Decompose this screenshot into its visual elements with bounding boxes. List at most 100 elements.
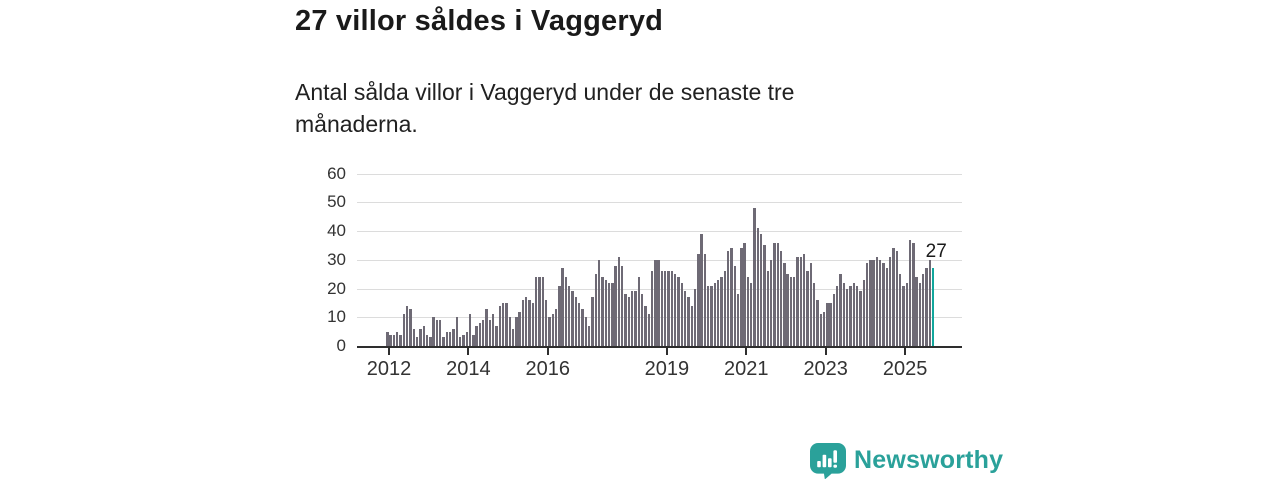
bar: [604, 279, 607, 346]
x-axis-tick: [904, 348, 907, 355]
bar: [723, 271, 726, 346]
bar: [869, 259, 872, 346]
bar: [750, 282, 753, 346]
bar: [822, 311, 826, 346]
bar: [852, 282, 855, 346]
bar: [769, 259, 773, 346]
bar: [640, 294, 644, 346]
bar: [872, 259, 875, 346]
bar: [518, 311, 521, 346]
bar: [836, 285, 839, 346]
bar: [439, 320, 442, 346]
bar: [389, 334, 392, 346]
bar: [578, 302, 581, 346]
bar: [587, 325, 591, 346]
bar: [842, 282, 846, 346]
y-axis-tick-label: 30: [327, 249, 346, 269]
bar: [538, 277, 541, 346]
bar: [535, 277, 538, 346]
bar: [627, 297, 631, 346]
bar: [386, 331, 389, 346]
bar: [528, 300, 531, 346]
y-axis-tick-label: 60: [327, 163, 346, 183]
bar: [558, 285, 561, 346]
bar: [402, 314, 406, 346]
bar: [492, 314, 495, 346]
bar: [789, 277, 793, 346]
bar: [396, 331, 399, 346]
bar: [647, 314, 650, 346]
bar: [581, 308, 584, 346]
bar: [584, 317, 588, 346]
bar: [898, 274, 902, 346]
bar: [819, 314, 822, 346]
bar: [564, 277, 568, 346]
bar: [779, 251, 783, 346]
bar: [716, 279, 720, 346]
bar: [683, 291, 687, 346]
y-axis-tick-label: 0: [336, 336, 346, 355]
bar: [812, 282, 816, 346]
bar: [670, 271, 674, 346]
bar: [928, 259, 932, 346]
bar: [409, 308, 412, 346]
bar: [458, 337, 462, 346]
bar: [548, 317, 551, 346]
brand-name: Newsworthy: [854, 446, 1004, 474]
bar: [918, 282, 922, 346]
bar: [515, 317, 518, 346]
bar: [710, 285, 713, 346]
bar: [680, 282, 683, 346]
x-axis-tick: [546, 348, 549, 355]
x-axis-tick: [665, 348, 668, 355]
chart-title: 27 villor såldes i Vaggeryd: [295, 5, 664, 37]
bar: [501, 302, 505, 346]
bar: [445, 331, 449, 346]
bar: [905, 282, 908, 346]
bar: [793, 277, 796, 346]
latest-value-label: 27: [925, 241, 947, 263]
x-axis-tick-label: 2021: [724, 358, 769, 380]
highlighted-bar: [932, 268, 935, 346]
bar: [511, 328, 515, 346]
bar: [637, 277, 640, 346]
bar: [703, 254, 707, 346]
bar: [783, 262, 786, 346]
bar: [882, 262, 885, 346]
bar: [425, 334, 429, 346]
y-axis-tick-label: 40: [327, 221, 346, 241]
bar: [806, 271, 809, 346]
bar: [832, 294, 836, 346]
x-axis-tick-label: 2025: [882, 358, 928, 380]
bar: [419, 328, 422, 346]
bar: [849, 285, 852, 346]
bar: [452, 328, 455, 346]
bar: [875, 256, 879, 346]
bar: [902, 285, 905, 346]
x-axis-tick: [467, 348, 470, 355]
bar: [634, 291, 637, 346]
gridline: [357, 202, 962, 204]
bar: [846, 288, 849, 346]
bar: [614, 265, 617, 346]
x-axis-tick-label: 2012: [366, 358, 412, 380]
bar: [759, 234, 763, 346]
bar: [707, 285, 710, 346]
bar: [889, 256, 892, 346]
bar: [862, 279, 865, 346]
bar-chart-speech-bubble-icon: [810, 443, 846, 479]
y-axis-tick-label: 10: [327, 307, 346, 327]
bar: [544, 300, 548, 346]
bar: [690, 305, 693, 346]
bar: [743, 242, 746, 346]
bar: [399, 334, 402, 346]
bar: [697, 254, 700, 346]
bar: [687, 297, 690, 346]
bar: [601, 277, 604, 346]
bar: [915, 277, 918, 346]
bar: [594, 274, 597, 346]
bar: [756, 228, 760, 346]
bar: [422, 325, 425, 346]
